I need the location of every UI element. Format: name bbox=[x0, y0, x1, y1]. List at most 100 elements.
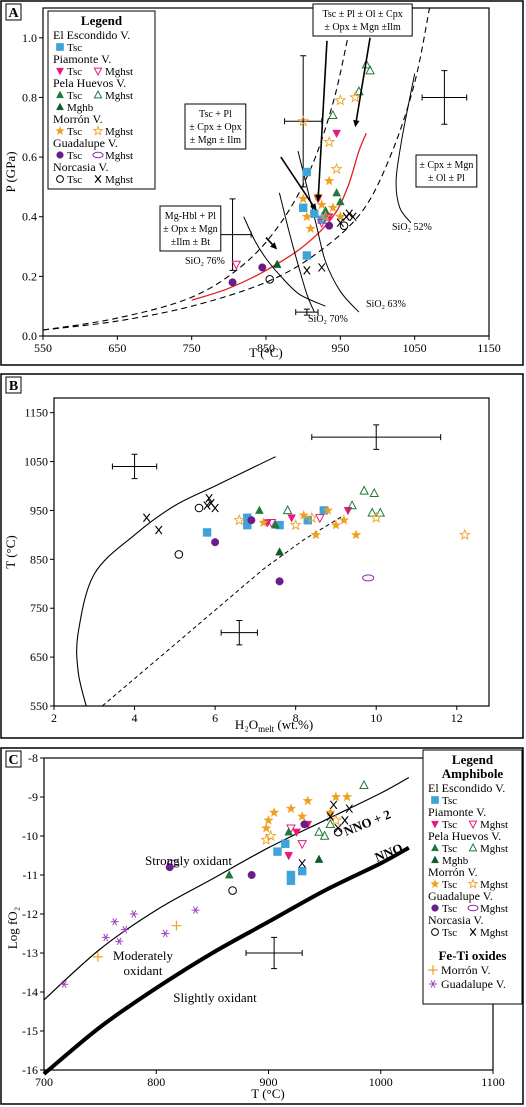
data-point bbox=[332, 129, 341, 139]
isopleth-label: SiO₂ 76% bbox=[185, 256, 225, 267]
legend-entry-label: Tsc bbox=[67, 90, 82, 102]
x-axis-label: T (°C) bbox=[249, 345, 282, 360]
data-point bbox=[326, 812, 334, 821]
legend-volcano: Pela Huevos V. bbox=[428, 829, 501, 843]
data-point bbox=[275, 547, 284, 556]
annotation-assemblage-1-line: ± Opx ± Mgn ±Ilm bbox=[324, 22, 401, 33]
x-tick-label: 4 bbox=[132, 711, 138, 725]
arrow-3-shaft bbox=[265, 237, 273, 245]
data-point bbox=[297, 840, 308, 850]
curve-isopleth-52 bbox=[395, 73, 416, 224]
y-axis-label: P (GPa) bbox=[3, 151, 18, 192]
data-point bbox=[261, 822, 272, 833]
data-point bbox=[211, 503, 219, 513]
legend-marker bbox=[55, 126, 65, 135]
x-tick-label: 700 bbox=[35, 1075, 53, 1089]
y-tick-label: 0.4 bbox=[22, 210, 37, 224]
data-point bbox=[101, 933, 110, 942]
legend-volcano: Morrón V. bbox=[53, 112, 103, 126]
legend-volcano: Guadalupe V. bbox=[53, 136, 118, 150]
legend-entry-label: Mghb bbox=[442, 855, 469, 867]
arrow-0-head bbox=[315, 194, 322, 202]
data-point bbox=[316, 218, 327, 229]
legend-box bbox=[47, 10, 156, 190]
arrow-1-head bbox=[353, 119, 360, 128]
y-tick-label: -9 bbox=[28, 790, 38, 804]
curve-nno-plus-2 bbox=[43, 776, 410, 1001]
data-point bbox=[316, 199, 327, 210]
panel-a: 550 650 750 850 950 1050 1150 0.0 0.2 0.4 0.6 0.8 1.… bbox=[0, 0, 524, 366]
data-point bbox=[361, 59, 372, 69]
legend-entry-label: Tsc bbox=[67, 126, 82, 138]
data-point bbox=[255, 505, 264, 514]
annotation-assemblage-2-line: ± Cpx ± Opx bbox=[189, 122, 241, 133]
arrow-1-shaft bbox=[355, 37, 371, 121]
data-point bbox=[314, 854, 324, 863]
y-tick-label: 1.0 bbox=[22, 31, 37, 45]
legend-marker bbox=[94, 175, 102, 183]
data-point bbox=[321, 205, 330, 215]
data-point bbox=[319, 210, 332, 222]
legend-entry-label: Tsc bbox=[67, 66, 82, 78]
data-point bbox=[350, 529, 362, 540]
data-point bbox=[322, 505, 334, 515]
legend-marker bbox=[467, 904, 479, 912]
data-point bbox=[211, 538, 220, 547]
legend-volcano: Morrón V. bbox=[428, 865, 478, 879]
legend-title: Legend bbox=[452, 752, 494, 767]
panel-b: 2 4 6 8 10 12 550 650 750 850 950 1050 1150 H₂Omelt (… bbox=[0, 373, 524, 739]
legend-marker bbox=[56, 43, 64, 51]
panel-label: B bbox=[9, 379, 18, 394]
x-tick-label: 1150 bbox=[477, 341, 501, 355]
data-point bbox=[297, 811, 308, 821]
data-point bbox=[345, 804, 353, 814]
y-tick-label: -10 bbox=[22, 829, 38, 843]
data-point bbox=[314, 826, 324, 836]
y-tick-label: 650 bbox=[30, 650, 48, 664]
data-point bbox=[369, 487, 380, 498]
x-tick-label: 1050 bbox=[403, 341, 427, 355]
data-point bbox=[458, 528, 471, 540]
legend-marker bbox=[56, 67, 64, 76]
data-point bbox=[258, 517, 269, 528]
data-point bbox=[359, 485, 369, 495]
legend-entry-label: Tsc bbox=[67, 150, 82, 162]
data-point bbox=[302, 251, 312, 260]
data-point bbox=[282, 504, 293, 515]
data-point bbox=[285, 803, 297, 814]
y-tick-label: 1150 bbox=[24, 406, 48, 420]
x-tick-label: 900 bbox=[260, 1075, 278, 1089]
y-tick-label: -12 bbox=[22, 907, 38, 921]
data-point bbox=[161, 929, 170, 938]
y-tick-label: 0.2 bbox=[22, 269, 37, 283]
data-point bbox=[335, 211, 346, 222]
error-bar bbox=[245, 936, 303, 970]
data-point bbox=[298, 509, 309, 520]
data-point bbox=[339, 221, 349, 230]
legend-entry-label: Tsc bbox=[442, 903, 457, 915]
data-point bbox=[287, 514, 296, 523]
panel-border bbox=[0, 747, 524, 1105]
legend-marker bbox=[56, 102, 64, 111]
data-point bbox=[329, 800, 338, 810]
data-point bbox=[281, 839, 290, 848]
data-point bbox=[166, 859, 180, 867]
y-tick-label: -16 bbox=[22, 1063, 38, 1077]
legend2-label: Morrón V. bbox=[441, 963, 491, 977]
data-point bbox=[284, 852, 294, 861]
legend-entry-label: Mghst bbox=[480, 843, 508, 855]
annotation-assemblage-3-line: ±Ilm ± Bt bbox=[171, 237, 211, 248]
data-point bbox=[310, 209, 319, 218]
data-point bbox=[325, 818, 336, 828]
y-tick-label: 0.8 bbox=[22, 90, 37, 104]
arrow-2-head bbox=[310, 203, 317, 211]
legend-volcano: Norcasia V. bbox=[53, 160, 109, 174]
x-tick-label: 1000 bbox=[369, 1075, 393, 1089]
error-bar bbox=[284, 55, 323, 188]
data-point bbox=[228, 278, 237, 287]
legend-entry-label: Mghst bbox=[105, 126, 133, 138]
legend-entry-label: Tsc bbox=[67, 174, 82, 186]
legend-title: Amphibole bbox=[442, 766, 504, 781]
legend-volcano: Guadalupe V. bbox=[428, 889, 493, 903]
curve-isopleth-76 bbox=[243, 216, 326, 307]
